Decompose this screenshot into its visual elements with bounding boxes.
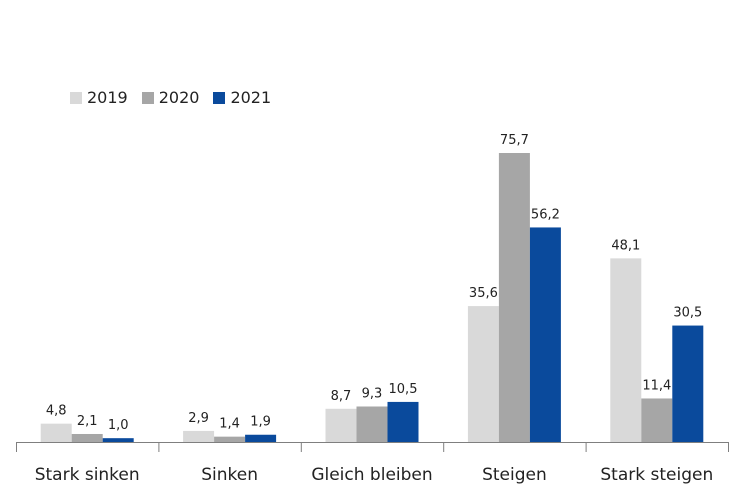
category-label: Sinken xyxy=(201,465,258,485)
data-label: 11,4 xyxy=(642,378,671,393)
category-label: Gleich bleiben xyxy=(311,465,432,485)
bar-2019-1 xyxy=(183,430,215,442)
bar-2019-0 xyxy=(40,423,72,442)
data-label: 56,2 xyxy=(531,207,560,222)
bar-2020-0 xyxy=(71,433,103,442)
data-label: 2,1 xyxy=(77,414,98,429)
chart-legend: 2019 2020 2021 xyxy=(70,88,271,107)
bar-2020-1 xyxy=(214,436,246,442)
legend-label-2019: 2019 xyxy=(87,88,128,107)
category-label: Steigen xyxy=(482,465,547,485)
data-label: 9,3 xyxy=(362,386,383,401)
data-label: 75,7 xyxy=(500,133,529,148)
data-label: 30,5 xyxy=(673,306,702,321)
bar-2019-2 xyxy=(325,408,357,442)
data-label: 1,4 xyxy=(219,417,240,432)
bar-2020-2 xyxy=(356,406,388,442)
data-label: 2,9 xyxy=(188,411,209,426)
legend-swatch-2021 xyxy=(213,91,226,104)
bar-2021-3 xyxy=(529,227,561,442)
bar-2019-4 xyxy=(610,258,642,442)
category-label: Stark steigen xyxy=(600,465,713,485)
legend-item-2019: 2019 xyxy=(70,88,128,107)
legend-label-2020: 2020 xyxy=(158,88,200,107)
category-label: Stark sinken xyxy=(35,465,140,485)
data-label: 1,9 xyxy=(250,415,271,430)
bar-2020-3 xyxy=(498,153,530,442)
legend-label-2021: 2021 xyxy=(230,88,272,107)
legend-swatch-2020 xyxy=(141,91,154,104)
legend-item-2021: 2021 xyxy=(213,88,271,107)
legend-item-2020: 2020 xyxy=(141,88,200,107)
data-label: 4,8 xyxy=(46,404,67,419)
data-label: 8,7 xyxy=(331,389,352,404)
legend-swatch-2019 xyxy=(70,91,82,104)
data-label: 1,0 xyxy=(108,418,129,433)
bar-2019-3 xyxy=(467,306,499,442)
data-label: 35,6 xyxy=(469,286,498,301)
data-label: 48,1 xyxy=(611,238,640,253)
bar-2021-1 xyxy=(245,434,277,442)
bar-2021-4 xyxy=(672,325,704,442)
data-label: 10,5 xyxy=(389,382,418,397)
bar-2020-4 xyxy=(641,398,673,442)
bar-2021-0 xyxy=(102,438,134,442)
bar-2021-2 xyxy=(387,401,419,442)
